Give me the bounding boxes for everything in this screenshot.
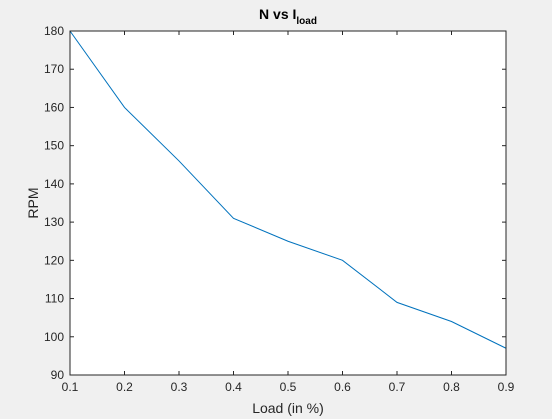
y-tick-label: 90 xyxy=(51,368,65,382)
y-tick-label: 100 xyxy=(44,330,64,344)
series-layer xyxy=(69,30,507,349)
x-tick-label: 0.9 xyxy=(498,380,515,394)
x-tick-label: 0.8 xyxy=(443,380,460,394)
y-tick-label: 120 xyxy=(44,253,64,267)
y-tick-label: 130 xyxy=(44,215,64,229)
x-tick-label: 0.2 xyxy=(116,380,133,394)
y-tick-label: 110 xyxy=(45,292,64,306)
y-tick-label: 170 xyxy=(44,62,64,76)
x-tick-label: 0.1 xyxy=(62,380,79,394)
chart-title-subscript: load xyxy=(296,16,317,27)
y-tick-label: 140 xyxy=(44,177,64,191)
y-axis-ticks: 90 100 110 120 130 140 150 160 170 180 xyxy=(44,24,506,382)
y-axis-label: RPM xyxy=(25,187,41,218)
series-line xyxy=(69,30,507,349)
chart-title: N vs Iload xyxy=(259,6,317,27)
x-tick-label: 0.6 xyxy=(334,380,351,394)
x-tick-label: 0.5 xyxy=(280,380,297,394)
x-axis-label: Load (in %) xyxy=(252,400,324,416)
x-tick-label: 0.4 xyxy=(225,380,242,394)
x-tick-label: 0.3 xyxy=(171,380,188,394)
y-tick-label: 180 xyxy=(44,24,64,38)
x-tick-label: 0.7 xyxy=(389,380,406,394)
x-axis-ticks: 0.1 0.2 0.3 0.4 0.5 0.6 0.7 0.8 0.9 xyxy=(62,31,515,394)
chart-title-main: N vs I xyxy=(259,6,296,22)
plot-area xyxy=(70,31,506,375)
y-tick-label: 150 xyxy=(44,139,64,153)
plot-frame xyxy=(69,30,507,376)
y-tick-label: 160 xyxy=(44,100,64,114)
